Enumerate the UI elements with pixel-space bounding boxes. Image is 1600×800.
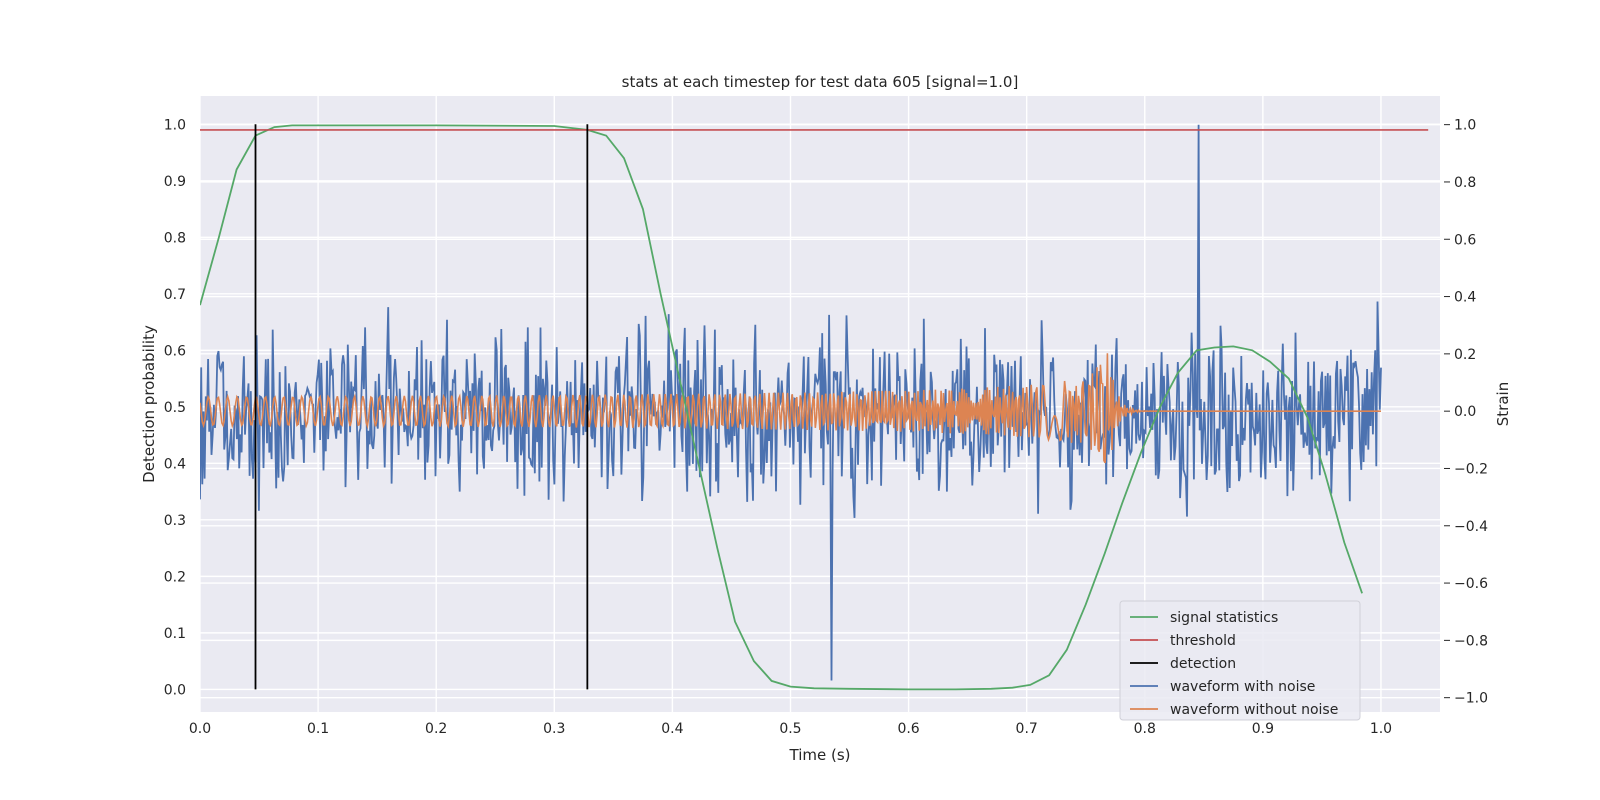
- x-tick-label: 0.8: [1134, 721, 1156, 737]
- y-right-tick-label: −1.0: [1454, 691, 1488, 707]
- x-tick-label: 0.0: [189, 721, 211, 737]
- y-right-axis-label: Strain: [1494, 382, 1512, 426]
- legend: signal statistics threshold detection wa…: [1119, 600, 1361, 721]
- series-line-waveform-without-noise: [200, 353, 1381, 464]
- y-right-tick-label: 0.0: [1454, 404, 1476, 420]
- y-tick-label: 0.1: [164, 626, 186, 642]
- y-right-tick-label: 0.6: [1454, 232, 1476, 248]
- y-right-tick-label: −0.8: [1454, 633, 1488, 649]
- chart-title: stats at each timestep for test data 605…: [622, 73, 1019, 91]
- x-axis-label: Time (s): [789, 746, 851, 764]
- y-right-tick-label: 0.2: [1454, 347, 1476, 363]
- plot-lines: [200, 124, 1429, 691]
- x-tick-label: 0.4: [661, 721, 683, 737]
- x-tick-label: 0.2: [425, 721, 447, 737]
- legend-label-waveform-with-noise: waveform with noise: [1170, 679, 1315, 695]
- x-tick-label: 0.6: [897, 721, 919, 737]
- y-right-tick-label: 1.0: [1454, 118, 1476, 134]
- y-tick-labels: 0.0 0.1 0.2 0.3 0.4 0.5 0.6 0.7 0.8 0.9 1.0: [164, 117, 186, 698]
- y-right-tick-label: −0.6: [1454, 576, 1488, 592]
- y-tick-label: 0.5: [164, 400, 186, 416]
- legend-label-threshold: threshold: [1170, 633, 1236, 649]
- legend-label-detection: detection: [1170, 656, 1236, 672]
- legend-label-waveform-without-noise: waveform without noise: [1170, 702, 1338, 718]
- x-tick-label: 0.9: [1252, 721, 1274, 737]
- y-right-tick-labels: −1.0 −0.8 −0.6 −0.4 −0.2 0.0 0.2 0.4 0.6 0.8 1.0: [1444, 118, 1488, 707]
- y-right-tick-label: 0.8: [1454, 175, 1476, 191]
- y-tick-label: 0.8: [164, 230, 186, 246]
- y-right-tick-label: −0.2: [1454, 461, 1488, 477]
- y-tick-label: 0.3: [164, 513, 186, 529]
- y-right-tick-label: −0.4: [1454, 519, 1488, 535]
- series-line-signal-statistics: [200, 124, 1363, 691]
- x-tick-labels: 0.0 0.1 0.2 0.3 0.4 0.5 0.6 0.7 0.8 0.9 1.0: [189, 721, 1392, 737]
- legend-box: [1119, 600, 1361, 721]
- x-tick-label: 0.5: [779, 721, 801, 737]
- y-tick-label: 0.4: [164, 456, 186, 472]
- y-axis-label: Detection probability: [140, 325, 158, 483]
- y-tick-label: 0.6: [164, 343, 186, 359]
- x-tick-label: 0.3: [543, 721, 565, 737]
- y-right-tick-label: 0.4: [1454, 290, 1476, 306]
- y-tick-label: 1.0: [164, 117, 186, 133]
- y-tick-label: 0.0: [164, 682, 186, 698]
- x-tick-label: 0.1: [307, 721, 329, 737]
- y-tick-label: 0.9: [164, 174, 186, 190]
- y-tick-label: 0.7: [164, 287, 186, 303]
- x-tick-label: 1.0: [1370, 721, 1392, 737]
- legend-label-signal-statistics: signal statistics: [1170, 610, 1278, 626]
- series-line-waveform-with-noise: [200, 124, 1382, 681]
- y-tick-label: 0.2: [164, 569, 186, 585]
- x-tick-label: 0.7: [1016, 721, 1038, 737]
